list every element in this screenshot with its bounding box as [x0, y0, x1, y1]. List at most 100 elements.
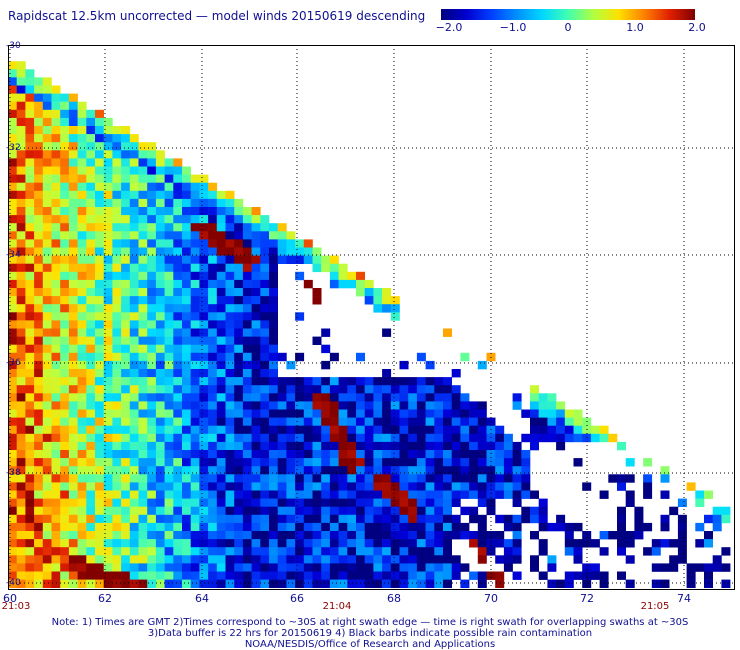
wind-cell: [182, 360, 191, 370]
wind-cell: [477, 514, 487, 524]
wind-cell: [60, 385, 70, 394]
wind-cell: [373, 385, 383, 394]
wind-cell: [51, 425, 61, 435]
wind-cell: [34, 466, 44, 475]
wind-cell: [34, 393, 44, 402]
wind-cell: [86, 393, 96, 402]
wind-cell: [86, 506, 96, 516]
wind-cell: [147, 555, 157, 564]
wind-cell: [129, 223, 139, 232]
wind-cell: [8, 555, 17, 564]
wind-cell: [242, 223, 252, 232]
wind-cell: [173, 547, 183, 556]
wind-cell: [16, 490, 26, 499]
wind-cell: [8, 150, 17, 159]
wind-cell: [408, 506, 418, 516]
wind-cell: [556, 425, 566, 435]
wind-cell: [147, 579, 157, 588]
wind-cell: [251, 547, 261, 556]
wind-cell: [434, 482, 444, 491]
wind-cell: [155, 150, 165, 159]
wind-cell: [103, 441, 113, 451]
wind-cell: [51, 385, 61, 394]
wind-cell: [382, 474, 392, 483]
wind-cell: [182, 328, 191, 337]
wind-cell: [356, 539, 365, 548]
wind-cell: [121, 255, 131, 264]
wind-cell: [103, 450, 113, 459]
wind-cell: [8, 312, 17, 321]
wind-cell: [103, 474, 113, 483]
wind-cell: [251, 336, 261, 345]
wind-cell: [182, 174, 191, 183]
wind-cell: [121, 344, 131, 354]
wind-cell: [538, 401, 548, 410]
wind-cell: [112, 425, 122, 435]
wind-cell: [547, 433, 557, 443]
wind-cell: [469, 539, 479, 548]
wind-cell: [86, 223, 96, 232]
wind-cell: [425, 425, 435, 435]
wind-cell: [260, 369, 270, 378]
wind-cell: [42, 433, 52, 443]
wind-cell: [364, 522, 374, 532]
wind-cell: [260, 239, 270, 248]
wind-cell: [51, 563, 61, 572]
wind-cell: [68, 296, 78, 305]
wind-cell: [25, 555, 35, 564]
wind-cell: [138, 571, 148, 580]
wind-cell: [347, 385, 357, 394]
wind-cell: [199, 490, 209, 499]
wind-cell: [590, 571, 600, 580]
wind-cell: [399, 522, 409, 532]
wind-cell: [225, 506, 235, 516]
wind-cell: [190, 344, 200, 354]
wind-cell: [95, 279, 104, 289]
wind-cell: [225, 490, 235, 499]
wind-cell: [573, 458, 583, 467]
wind-cell: [173, 190, 183, 200]
wind-cell: [590, 563, 600, 572]
wind-cell: [138, 401, 148, 410]
wind-cell: [408, 531, 418, 540]
wind-cell: [121, 458, 131, 467]
wind-cell: [329, 466, 339, 475]
wind-cell: [251, 458, 261, 467]
wind-cell: [42, 150, 52, 159]
wind-cell: [399, 482, 409, 491]
wind-cell: [242, 247, 252, 256]
wind-cell: [77, 441, 87, 451]
wind-cell: [451, 385, 461, 394]
wind-cell: [60, 142, 70, 151]
wind-cell: [138, 385, 148, 394]
wind-cell: [234, 531, 244, 540]
wind-cell: [295, 555, 305, 564]
wind-cell: [103, 417, 113, 426]
wind-cell: [129, 579, 139, 588]
wind-cell: [512, 514, 522, 524]
wind-cell: [147, 239, 157, 248]
wind-cell: [408, 563, 418, 572]
wind-cell: [25, 247, 35, 256]
wind-cell: [129, 142, 139, 151]
wind-cell: [277, 441, 287, 451]
wind-cell: [121, 134, 131, 143]
wind-cell: [251, 215, 261, 224]
wind-cell: [216, 563, 226, 572]
wind-cell: [155, 231, 165, 240]
wind-cell: [68, 126, 78, 135]
wind-cell: [164, 158, 174, 167]
wind-cell: [312, 417, 322, 426]
wind-cell: [364, 296, 374, 305]
wind-cell: [225, 555, 235, 564]
wind-cell: [129, 369, 139, 378]
wind-cell: [42, 466, 52, 475]
wind-cell: [234, 417, 244, 426]
wind-cell: [16, 555, 26, 564]
wind-cell: [34, 190, 44, 200]
wind-cell: [51, 247, 61, 256]
wind-cell: [269, 450, 278, 459]
wind-cell: [155, 182, 165, 192]
wind-cell: [260, 263, 270, 273]
wind-cell: [451, 369, 461, 378]
